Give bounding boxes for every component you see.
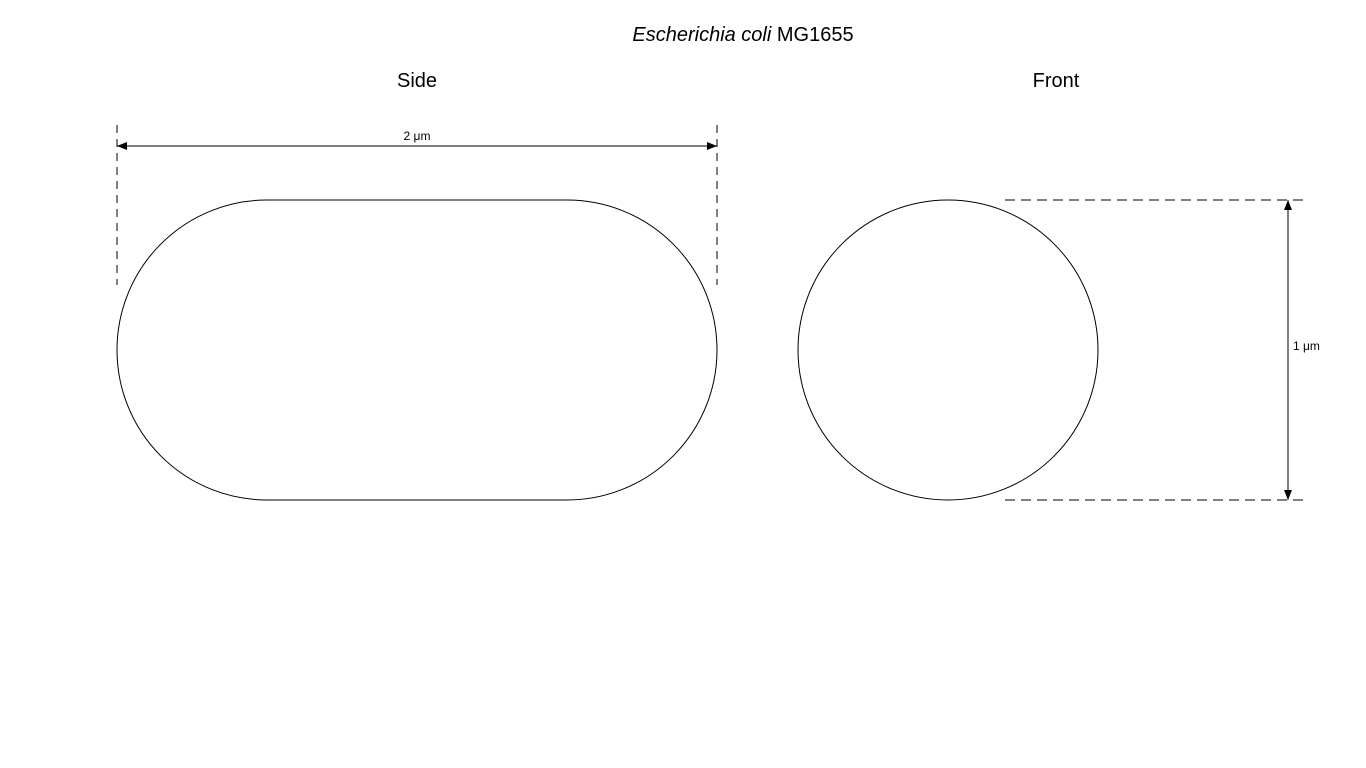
species-name: Escherichia coli xyxy=(632,24,772,46)
side-view-cell-outline xyxy=(116,199,718,501)
front-view-cell-outline xyxy=(797,199,1099,501)
width-dimension-label: 1 μm xyxy=(1293,339,1320,353)
length-dimension-label: 2 μm xyxy=(403,129,431,143)
front-view-label: Front xyxy=(1032,70,1080,92)
side-view-label: Side xyxy=(396,70,438,92)
strain-name: MG1655 xyxy=(776,24,854,46)
figure-title: Escherichia coli MG1655 xyxy=(0,22,1366,48)
